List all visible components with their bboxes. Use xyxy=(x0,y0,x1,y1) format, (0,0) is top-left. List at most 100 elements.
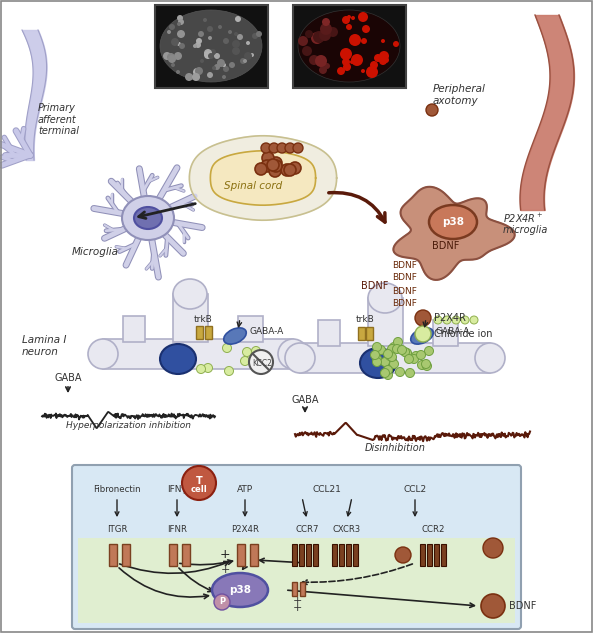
Bar xyxy=(169,544,177,566)
Circle shape xyxy=(204,51,212,59)
Circle shape xyxy=(309,55,319,65)
Circle shape xyxy=(269,143,279,153)
Bar xyxy=(78,537,515,623)
Circle shape xyxy=(177,42,181,46)
Circle shape xyxy=(284,164,296,176)
Circle shape xyxy=(358,12,368,22)
Circle shape xyxy=(381,39,385,43)
Circle shape xyxy=(305,30,313,38)
Circle shape xyxy=(170,59,174,63)
Bar xyxy=(318,320,340,346)
Circle shape xyxy=(243,348,251,356)
Circle shape xyxy=(366,66,378,78)
Text: +: + xyxy=(292,603,302,613)
Circle shape xyxy=(193,68,201,76)
Circle shape xyxy=(262,152,274,164)
Text: P2X4R: P2X4R xyxy=(231,525,259,534)
Text: GABA: GABA xyxy=(54,373,82,383)
Circle shape xyxy=(422,360,431,368)
Text: +: + xyxy=(221,565,229,575)
Bar xyxy=(182,544,190,566)
Circle shape xyxy=(167,53,175,61)
Circle shape xyxy=(176,70,180,74)
Bar xyxy=(292,544,297,566)
Circle shape xyxy=(319,66,327,74)
Circle shape xyxy=(169,24,175,30)
Circle shape xyxy=(361,69,365,73)
Bar xyxy=(123,316,145,342)
Circle shape xyxy=(370,61,378,69)
Text: BDNF: BDNF xyxy=(361,281,388,291)
Text: Chloride ion: Chloride ion xyxy=(434,329,493,339)
Circle shape xyxy=(192,73,200,81)
Circle shape xyxy=(222,63,226,67)
Circle shape xyxy=(212,66,216,70)
Bar xyxy=(122,544,130,566)
Circle shape xyxy=(281,164,293,176)
Circle shape xyxy=(232,40,240,48)
Text: Fibronectin: Fibronectin xyxy=(93,486,141,494)
Circle shape xyxy=(302,46,312,56)
Circle shape xyxy=(270,160,282,172)
Circle shape xyxy=(243,59,247,63)
Circle shape xyxy=(340,48,352,60)
Text: neuron: neuron xyxy=(22,347,59,357)
Text: GABA: GABA xyxy=(291,395,319,405)
Polygon shape xyxy=(189,135,337,220)
Text: P2X4R: P2X4R xyxy=(434,313,466,323)
Circle shape xyxy=(385,351,394,361)
Circle shape xyxy=(381,368,390,377)
Circle shape xyxy=(228,30,232,34)
Circle shape xyxy=(384,365,393,375)
Circle shape xyxy=(415,326,431,342)
Circle shape xyxy=(422,361,432,370)
Circle shape xyxy=(342,16,350,24)
Text: BDNF: BDNF xyxy=(392,287,417,296)
Circle shape xyxy=(218,25,222,29)
Circle shape xyxy=(223,66,229,72)
Circle shape xyxy=(249,350,273,374)
Circle shape xyxy=(434,316,442,324)
Circle shape xyxy=(379,57,387,65)
Text: BDNF: BDNF xyxy=(392,299,417,308)
Circle shape xyxy=(246,41,250,45)
Circle shape xyxy=(204,49,212,57)
Bar xyxy=(434,544,439,566)
Circle shape xyxy=(277,143,287,153)
Text: CXCR3: CXCR3 xyxy=(333,525,361,534)
Circle shape xyxy=(261,160,273,172)
Circle shape xyxy=(208,36,212,40)
Circle shape xyxy=(241,356,250,365)
Circle shape xyxy=(198,31,204,37)
Text: BDNF: BDNF xyxy=(432,241,460,251)
Circle shape xyxy=(171,63,175,67)
Circle shape xyxy=(185,73,193,81)
Bar xyxy=(205,326,212,339)
Text: trkB: trkB xyxy=(356,315,374,323)
Text: GABA-A: GABA-A xyxy=(436,327,470,335)
Circle shape xyxy=(395,547,411,563)
Circle shape xyxy=(343,63,351,71)
Circle shape xyxy=(410,354,419,363)
Circle shape xyxy=(322,18,330,26)
Text: KCC2: KCC2 xyxy=(252,360,272,368)
Circle shape xyxy=(203,18,207,22)
Circle shape xyxy=(425,346,433,356)
Circle shape xyxy=(342,58,350,66)
Circle shape xyxy=(222,75,226,79)
Circle shape xyxy=(252,33,258,39)
Ellipse shape xyxy=(173,279,207,309)
Circle shape xyxy=(387,344,397,353)
Circle shape xyxy=(167,30,171,34)
Text: microglia: microglia xyxy=(503,225,549,235)
Circle shape xyxy=(372,342,381,351)
Circle shape xyxy=(270,157,282,169)
Ellipse shape xyxy=(298,10,400,82)
Bar xyxy=(427,544,432,566)
Bar xyxy=(103,339,293,369)
Bar xyxy=(299,544,304,566)
Circle shape xyxy=(406,368,415,377)
Circle shape xyxy=(383,57,389,63)
Bar xyxy=(155,5,268,88)
Circle shape xyxy=(178,19,184,25)
